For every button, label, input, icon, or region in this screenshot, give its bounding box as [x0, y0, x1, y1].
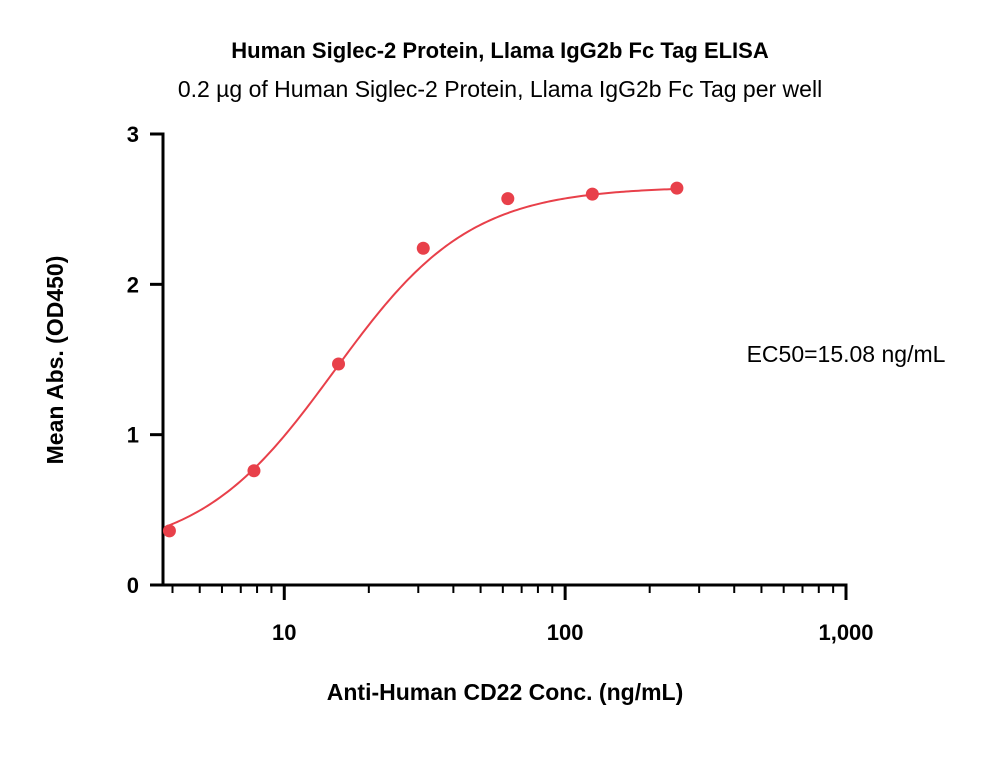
y-tick-label: 2 — [127, 272, 139, 297]
y-tick-label: 3 — [127, 122, 139, 147]
y-axis-label: Mean Abs. (OD450) — [42, 256, 68, 465]
x-tick-label: 100 — [547, 620, 584, 645]
data-point — [162, 524, 176, 538]
x-axis-label: Anti-Human CD22 Conc. (ng/mL) — [327, 679, 684, 705]
axes: 0 1 2 3 10 100 1,000 — [127, 122, 874, 645]
x-tick-label: 10 — [272, 620, 296, 645]
data-point — [332, 357, 346, 371]
y-tick-label: 1 — [127, 423, 139, 448]
data-point — [585, 187, 599, 201]
data-point — [670, 181, 684, 195]
y-tick-label: 0 — [127, 573, 139, 598]
data-point — [501, 192, 515, 206]
chart-title: Human Siglec-2 Protein, Llama IgG2b Fc T… — [231, 38, 769, 63]
data-point — [416, 241, 430, 255]
ec50-annotation: EC50=15.08 ng/mL — [747, 341, 946, 367]
data-point — [247, 464, 261, 478]
data-points — [162, 181, 684, 538]
x-tick-label: 1,000 — [818, 620, 873, 645]
chart-subtitle: 0.2 µg of Human Siglec-2 Protein, Llama … — [177, 76, 823, 102]
fit-curve — [169, 187, 677, 527]
